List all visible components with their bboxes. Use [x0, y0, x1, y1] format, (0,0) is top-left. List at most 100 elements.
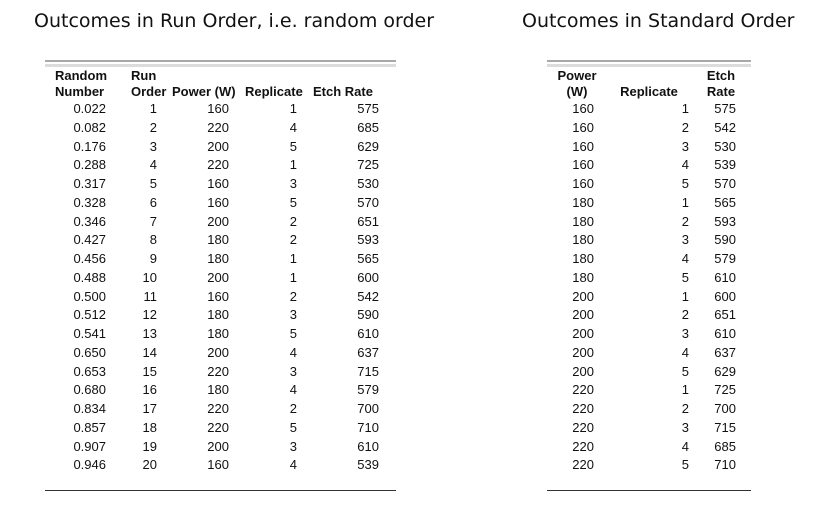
random-number-cell: 0.022	[73, 101, 106, 116]
etch-rate-cell: 579	[357, 382, 379, 398]
header-row: Random Number Run Order Power (W) Replicat…	[45, 68, 396, 100]
replicate-cell: 3	[681, 419, 689, 435]
random-number-cell: 0.456	[73, 251, 106, 266]
etch-rate-cell: 651	[357, 213, 379, 229]
power-cell: 160	[572, 176, 594, 191]
table-row: 0.427 8 180 2 593	[45, 231, 396, 250]
table-row: 220 4 685	[547, 438, 751, 457]
random-number-cell: 0.346	[73, 213, 106, 229]
run-order-table: Random Number Run Order Power (W) Replicat…	[45, 68, 396, 475]
random-number-cell: 0.541	[73, 326, 106, 341]
etch-rate-cell: 610	[714, 326, 736, 341]
table-row: 0.488 10 200 1 600	[45, 269, 396, 288]
replicate-cell: 1	[681, 288, 689, 304]
power-cell: 220	[207, 119, 229, 135]
run-order-cell: 11	[143, 288, 158, 304]
table-row: 180 1 565	[547, 194, 751, 213]
replicate-cell: 5	[681, 176, 689, 191]
etch-rate-cell: 610	[357, 438, 379, 454]
replicate-cell: 4	[681, 344, 689, 360]
etch-rate-cell: 629	[714, 363, 736, 379]
table-row: 160 3 530	[547, 138, 751, 157]
replicate-cell: 5	[289, 326, 297, 341]
run-order-cell: 14	[142, 344, 157, 360]
run-order-cell: 18	[142, 419, 157, 435]
run-order-cell: 8	[149, 232, 157, 248]
replicate-cell: 1	[289, 101, 297, 116]
etch-rate-cell: 700	[714, 401, 736, 416]
power-cell: 200	[572, 326, 594, 341]
table-row: 0.650 14 200 4 637	[45, 344, 396, 363]
replicate-cell: 4	[289, 382, 297, 398]
replicate-cell: 5	[681, 457, 689, 473]
power-cell: 220	[207, 401, 229, 416]
random-number-cell: 0.082	[73, 119, 106, 135]
standard-order-table: Power (W) Replicate Etch Rate 160 1 575 160 2 5…	[547, 68, 751, 475]
header-run-order: Run Order	[131, 68, 167, 99]
etch-rate-cell: 710	[714, 457, 736, 473]
power-cell: 220	[207, 419, 229, 435]
power-cell: 160	[572, 157, 594, 173]
random-number-cell: 0.857	[73, 419, 106, 435]
table-row: 0.456 9 180 1 565	[45, 250, 396, 269]
random-number-cell: 0.176	[73, 138, 106, 154]
random-number-cell: 0.500	[73, 288, 106, 304]
etch-rate-cell: 685	[714, 438, 736, 454]
replicate-cell: 3	[289, 176, 297, 191]
power-cell: 180	[207, 326, 229, 341]
power-cell: 220	[572, 382, 594, 398]
replicate-cell: 5	[681, 363, 689, 379]
header-etch-rate: Etch Rate	[706, 68, 736, 99]
etch-rate-cell: 610	[357, 326, 379, 341]
power-cell: 180	[572, 232, 594, 248]
etch-rate-cell: 629	[357, 138, 379, 154]
etch-rate-cell: 725	[357, 157, 379, 173]
run-order-cell: 4	[149, 157, 157, 173]
table-row: 220 5 710	[547, 456, 751, 475]
table-row: 180 2 593	[547, 213, 751, 232]
replicate-cell: 3	[681, 138, 689, 154]
etch-rate-cell: 685	[357, 119, 379, 135]
random-number-cell: 0.946	[73, 457, 106, 473]
replicate-cell: 2	[681, 307, 689, 323]
power-cell: 180	[572, 251, 594, 266]
etch-rate-cell: 579	[714, 251, 736, 266]
run-order-cell: 7	[149, 213, 157, 229]
table-row: 0.512 12 180 3 590	[45, 306, 396, 325]
run-order-cell: 15	[142, 363, 157, 379]
etch-rate-cell: 715	[714, 419, 736, 435]
table-row: 0.022 1 160 1 575	[45, 100, 396, 119]
power-cell: 180	[572, 213, 594, 229]
power-cell: 200	[207, 213, 229, 229]
header-power: Power (W)	[557, 68, 597, 99]
random-number-cell: 0.488	[73, 269, 106, 285]
etch-rate-cell: 542	[357, 288, 379, 304]
power-cell: 180	[207, 232, 229, 248]
header-row: Power (W) Replicate Etch Rate	[547, 68, 751, 100]
etch-rate-cell: 610	[714, 269, 736, 285]
table-row: 200 3 610	[547, 325, 751, 344]
random-number-cell: 0.512	[73, 307, 106, 323]
run-order-table-panel: Random Number Run Order Power (W) Replicat…	[45, 60, 396, 491]
run-order-cell: 10	[142, 269, 157, 285]
replicate-cell: 1	[681, 101, 689, 116]
power-cell: 220	[572, 419, 594, 435]
etch-rate-cell: 530	[714, 138, 736, 154]
random-number-cell: 0.834	[73, 401, 106, 416]
table-row: 0.288 4 220 1 725	[45, 156, 396, 175]
etch-rate-cell: 637	[357, 344, 379, 360]
random-number-cell: 0.317	[73, 176, 106, 191]
run-order-cell: 13	[142, 326, 157, 341]
table-row: 160 5 570	[547, 175, 751, 194]
etch-rate-cell: 539	[714, 157, 736, 173]
table-row: 200 2 651	[547, 306, 751, 325]
random-number-cell: 0.680	[73, 382, 106, 398]
table-row: 180 5 610	[547, 269, 751, 288]
power-cell: 160	[572, 138, 594, 154]
etch-rate-cell: 593	[714, 213, 736, 229]
power-cell: 200	[572, 307, 594, 323]
table-row: 220 2 700	[547, 400, 751, 419]
replicate-cell: 1	[289, 157, 297, 173]
header-replicate: Replicate	[245, 84, 303, 99]
etch-rate-cell: 570	[357, 194, 379, 210]
